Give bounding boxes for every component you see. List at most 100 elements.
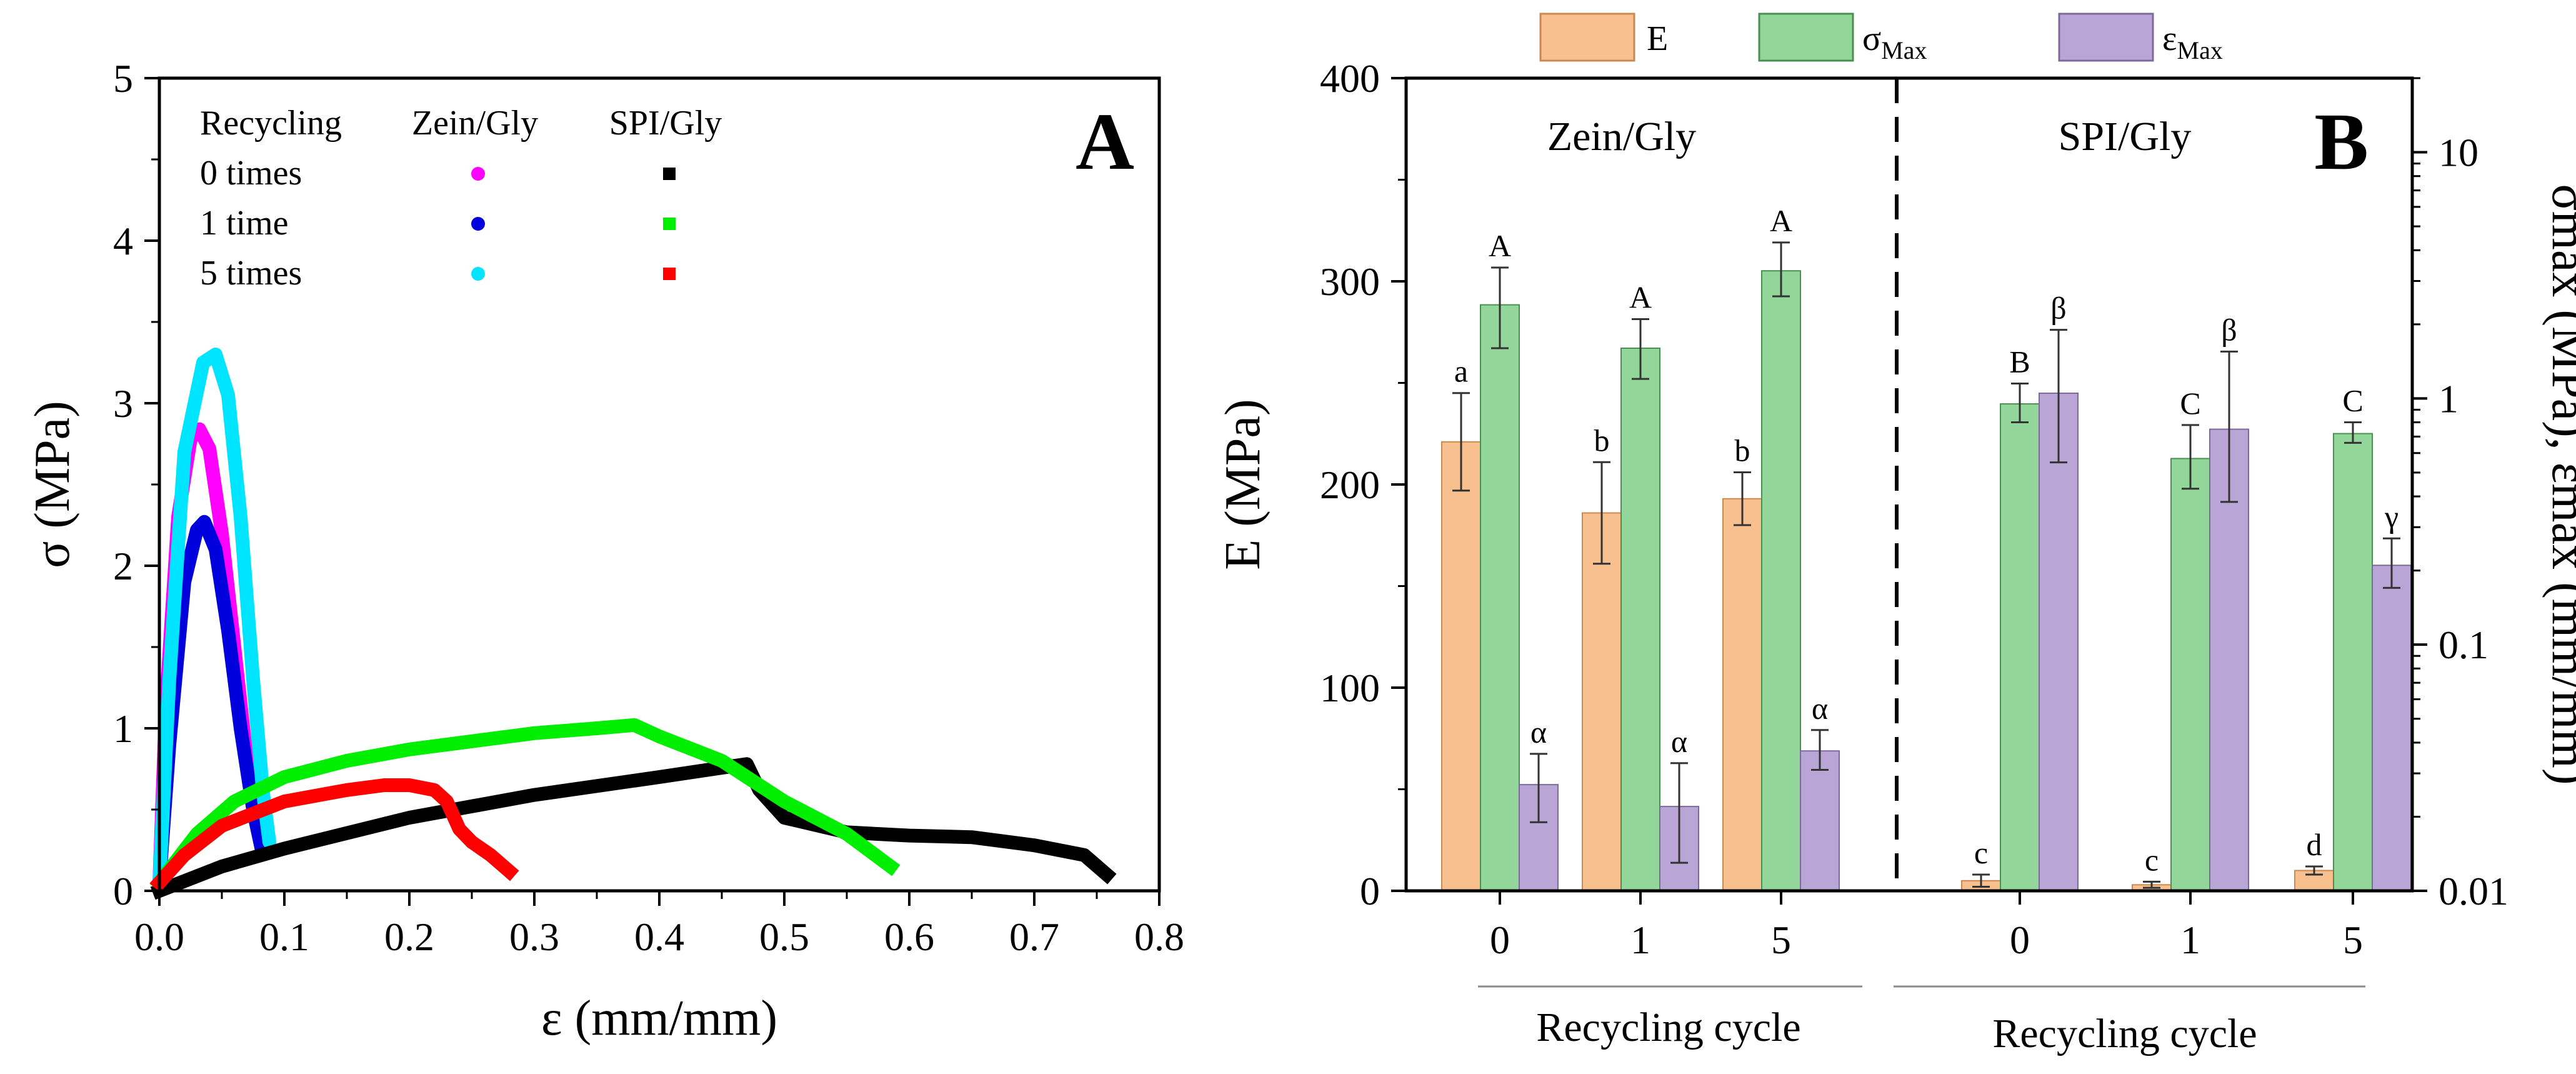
legend-row-1-time: 1 time	[200, 204, 289, 243]
legend-header-recycling: Recycling	[200, 104, 342, 143]
bar-max-1	[1620, 348, 1660, 891]
right-y-tick-label: 1	[2439, 376, 2459, 421]
significance-letter: α	[1530, 715, 1547, 750]
legend-row-0-times: 0 times	[200, 154, 302, 193]
left-y-tick-label: 100	[1320, 666, 1380, 710]
panel-a-curves	[149, 348, 1117, 900]
curve-zein-gly-5-times	[152, 348, 276, 890]
significance-letter: c	[2145, 842, 2159, 877]
significance-letter: C	[2342, 383, 2363, 418]
group-label-spi: SPI/Gly	[2059, 114, 2192, 159]
panel-b-category-ticks: 0 1 5 0 1 5	[1490, 891, 2363, 962]
category-tick-label: 0	[1490, 918, 1510, 962]
legend-row-5-times: 5 times	[200, 254, 302, 293]
group-label-zein: Zein/Gly	[1547, 114, 1696, 159]
curve-spi-gly-5-times	[149, 778, 519, 893]
legend-label-sigma-max: σMax	[1862, 19, 1927, 64]
significance-letter: B	[2009, 344, 2030, 379]
significance-letter: β	[2050, 291, 2066, 326]
panel-b-plot-frame	[1404, 76, 2414, 893]
panel-a-x-ticks: 0.0 0.1 0.2 0.3 0.4 0.5 0.6 0.7 0.8	[134, 891, 1184, 959]
legend-marker-zein_5	[471, 267, 485, 281]
panel-a-stress-strain-chart: 0.0 0.1 0.2 0.3 0.4 0.5 0.6 0.7 0.8 0 1 2 3 4 5 ε (mm…	[25, 56, 1184, 1046]
right-y-tick-label: 0.1	[2439, 623, 2489, 667]
bar-max-5	[2372, 565, 2412, 891]
left-y-tick-label: 0	[1360, 869, 1380, 913]
legend-marker-zein_1	[471, 217, 485, 231]
bar-max-3	[2000, 403, 2040, 891]
bar-max-2	[1761, 270, 1801, 891]
panel-b-right-y-ticks: 0.01 0.1 1 10	[2412, 77, 2509, 913]
right-y-tick-label: 0.01	[2439, 869, 2509, 913]
bar-e-2	[1722, 498, 1762, 892]
x-tick-label: 0.4	[634, 915, 684, 959]
y-tick-label: 2	[113, 544, 133, 588]
significance-letter: α	[1671, 724, 1687, 759]
x-axis-title-zein: Recycling cycle	[1536, 1005, 1800, 1050]
legend-swatch-E	[1539, 13, 1635, 62]
significance-letter: A	[1770, 203, 1792, 238]
legend-header-spi: SPI/Gly	[609, 104, 722, 143]
x-tick-label: 0.6	[884, 915, 934, 959]
panel-b-legend: E σMax εMax	[1539, 13, 2223, 64]
panel-a-y-ticks: 0 1 2 3 4 5	[113, 56, 159, 913]
legend-marker-zein_0	[471, 167, 485, 181]
category-tick-label: 5	[2343, 918, 2363, 962]
panel-b-label: B	[2314, 97, 2369, 187]
legend-marker-spi_1	[663, 218, 676, 230]
panel-b-right-y-axis-title: σmax (MPa), εmax (mm/mm)	[2542, 184, 2576, 785]
significance-letter: A	[1629, 280, 1652, 315]
significance-letter: C	[2180, 386, 2200, 421]
y-tick-label: 5	[113, 56, 133, 101]
x-tick-label: 0.5	[759, 915, 809, 959]
y-tick-label: 1	[113, 706, 133, 751]
left-y-tick-label: 200	[1320, 463, 1380, 507]
significance-letter: b	[1594, 423, 1610, 458]
significance-letter: c	[1974, 835, 1988, 870]
category-tick-label: 1	[2180, 918, 2200, 962]
x-tick-label: 0.0	[134, 915, 184, 959]
legend-label-eps-max: εMax	[2162, 19, 2223, 64]
legend-marker-spi_5	[663, 268, 676, 280]
panel-b-left-y-ticks: 0 100 200 300 400	[1320, 56, 1406, 913]
bar-max-4	[2170, 458, 2210, 891]
legend-swatch-sigma-max	[1758, 13, 1854, 62]
category-tick-label: 5	[1771, 918, 1791, 962]
legend-label-sigma-sub: Max	[1881, 36, 1927, 64]
x-tick-label: 0.2	[384, 915, 434, 959]
x-tick-label: 0.8	[1134, 915, 1184, 959]
y-tick-label: 3	[113, 381, 133, 426]
legend-header-zein: Zein/Gly	[412, 104, 538, 143]
significance-letter: d	[2307, 827, 2322, 862]
legend-label-sigma-symbol: σ	[1862, 19, 1881, 58]
x-axis-title-spi: Recycling cycle	[1992, 1011, 2257, 1056]
legend-marker-spi_0	[663, 168, 676, 180]
right-y-tick-label: 10	[2439, 131, 2479, 175]
bar-max-2	[1800, 750, 1840, 891]
panel-b-left-y-axis-title: E (MPa)	[1216, 399, 1271, 570]
significance-letter: a	[1454, 354, 1468, 389]
significance-letter: A	[1489, 228, 1511, 263]
bar-e-1	[1582, 512, 1622, 891]
significance-letter: b	[1735, 433, 1750, 468]
legend-label-eps-symbol: ε	[2162, 19, 2177, 58]
significance-letter: α	[1812, 691, 1828, 726]
bar-max-3	[2039, 393, 2079, 891]
bar-max-5	[2333, 433, 2373, 891]
x-tick-label: 0.7	[1009, 915, 1059, 959]
bar-max-0	[1480, 304, 1520, 892]
legend-label-eps-sub: Max	[2177, 36, 2223, 64]
panel-a-x-axis-title: ε (mm/mm)	[541, 991, 777, 1046]
left-y-tick-label: 300	[1320, 259, 1380, 304]
panel-a-legend: Recycling Zein/Gly SPI/Gly 0 times 1 tim…	[200, 104, 722, 293]
legend-label-E: E	[1647, 19, 1668, 58]
curve-spi-gly-0-times	[150, 757, 1117, 900]
significance-letter: γ	[2384, 499, 2399, 534]
x-tick-label: 0.3	[509, 915, 559, 959]
category-tick-label: 0	[2010, 918, 2030, 962]
panel-a-label: A	[1076, 97, 1134, 187]
y-tick-label: 4	[113, 219, 133, 263]
x-tick-label: 0.1	[259, 915, 309, 959]
